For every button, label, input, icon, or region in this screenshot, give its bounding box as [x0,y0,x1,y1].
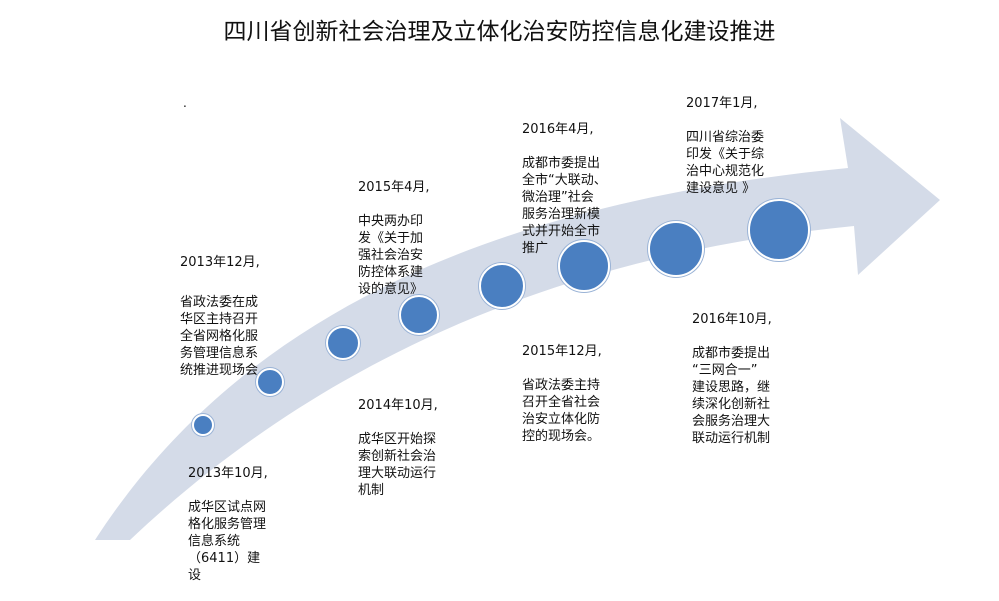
event-5-text: 省政法委主持 召开全省社会 治安立体化防 控的现场会。 [522,378,601,444]
event-5: 2015年12月, 省政法委主持 召开全省社会 治安立体化防 控的现场会。 [522,326,602,462]
stray-mark: . [183,96,187,110]
timeline-dot-7 [648,221,704,277]
event-3-date: 2014年10月, [358,398,438,413]
event-1-date: 2013年10月, [188,466,268,481]
event-1: 2013年10月, 成华区试点网 格化服务管理 信息系统 （6411）建 设 [188,448,268,601]
event-4-text: 中央两办印 发《关于加 强社会治安 防控体系建 设的意见》 [358,214,424,297]
event-8: 2017年1月, 四川省综治委 印发《关于综 治中心规范化 建设意见 》 [686,78,764,214]
timeline-dot-3 [326,326,360,360]
event-6-text: 成都市委提出 全市“大联动、 微治理”社会 服务治理新模 式并开始全市 推广 [522,156,607,256]
page-title: 四川省创新社会治理及立体化治安防控信息化建设推进 [223,19,776,45]
event-3-text: 成华区开始探 索创新社会治 理大联动运行 机制 [358,432,437,498]
event-1-text: 成华区试点网 格化服务管理 信息系统 （6411）建 设 [188,500,267,583]
event-7-text: 成都市委提出 “三网合一” 建设思路，继 续深化创新社 会服务治理大 联动运行机… [692,346,771,446]
arrow-body [95,118,940,540]
event-8-text: 四川省综治委 印发《关于综 治中心规范化 建设意见 》 [686,130,765,196]
timeline-dot-2 [256,368,284,396]
timeline-arrow [95,118,940,540]
event-3: 2014年10月, 成华区开始探 索创新社会治 理大联动运行 机制 [358,380,438,516]
event-2: 2013年12月, 省政法委在成 华区主持召开 全省网格化服 务管理信息系 统推… [180,237,260,396]
timeline-dot-5 [479,263,525,309]
event-4-date: 2015年4月, [358,180,430,195]
timeline-dot-8 [748,199,810,261]
event-6-date: 2016年4月, [522,122,594,137]
event-7: 2016年10月, 成都市委提出 “三网合一” 建设思路，继 续深化创新社 会服… [692,294,772,464]
timeline-dot-4 [399,295,439,335]
event-7-date: 2016年10月, [692,312,772,327]
event-2-text: 省政法委在成 华区主持召开 全省网格化服 务管理信息系 统推进现场会 [180,295,259,378]
event-4: 2015年4月, 中央两办印 发《关于加 强社会治安 防控体系建 设的意见》 [358,162,430,315]
timeline-dot-6 [558,240,610,292]
event-8-date: 2017年1月, [686,96,758,111]
event-2-date: 2013年12月, [180,255,260,270]
timeline-dot-1 [192,414,214,436]
event-6: 2016年4月, 成都市委提出 全市“大联动、 微治理”社会 服务治理新模 式并… [522,104,607,274]
event-5-date: 2015年12月, [522,344,602,359]
